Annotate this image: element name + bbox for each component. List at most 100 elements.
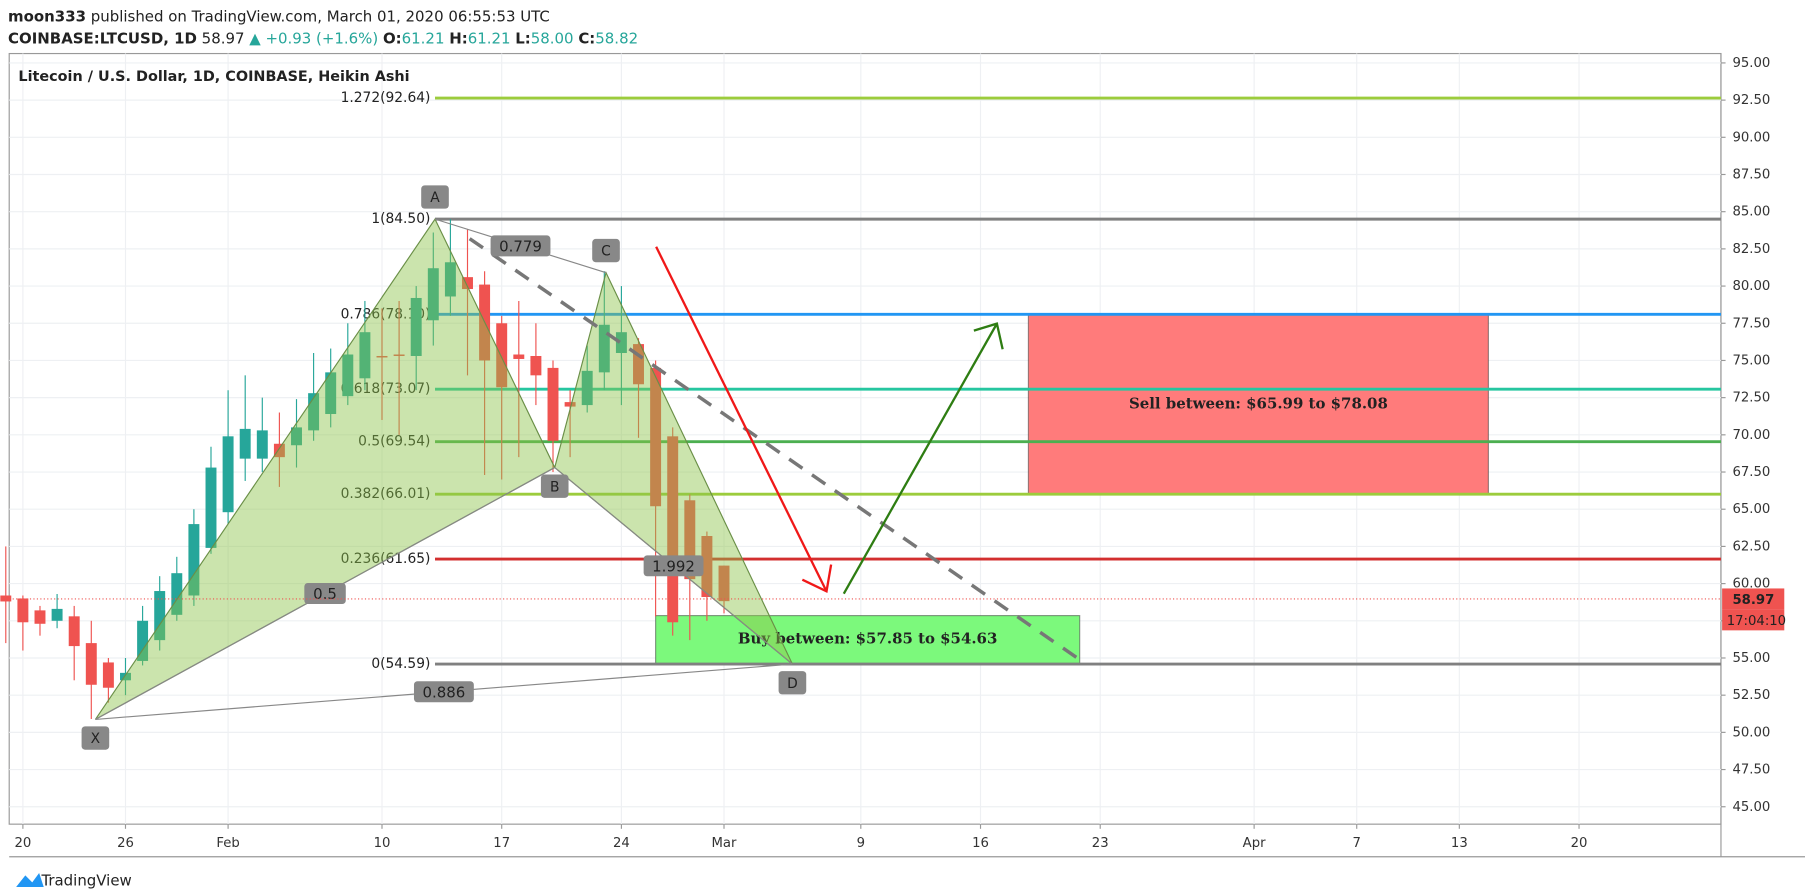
candle-body [0,595,12,602]
y-tick-label: 52.50 [1732,688,1770,703]
change: ▲ +0.93 (+1.6%) [249,29,378,47]
point-label: A [430,190,440,206]
y-tick-label: 65.00 [1732,502,1770,517]
x-tick-label: 24 [613,836,630,851]
point-box [81,726,110,750]
candle-body [359,332,371,379]
candle-body [102,662,114,688]
candle-body [427,268,439,321]
ratio-label: 0.779 [499,238,542,256]
candle-body [291,427,302,446]
candle-body [239,428,251,459]
y-tick-label: 45.00 [1732,800,1770,815]
zone [1027,314,1489,496]
header-line: moon333 published on TradingView.com, Ma… [8,7,550,25]
fib-label: 0.236(61.65) [341,551,431,567]
candle-body [137,620,149,661]
candle-body [273,443,285,458]
x-tick-label: 10 [374,836,391,851]
point-label: B [550,479,559,495]
candle-body [633,344,644,385]
ohlc-key: C: [578,29,595,47]
point-label: C [601,244,611,260]
candle-body [120,672,131,681]
point-box [778,671,807,695]
y-tick-label: 67.50 [1732,465,1770,480]
candle-body [410,297,422,356]
fib-label: 1(84.50) [371,211,430,227]
chart-title: Litecoin / U.S. Dollar, 1D, COINBASE, He… [18,69,409,85]
last-price-box [1722,588,1785,610]
arrow-head [801,564,833,594]
ratio-label: 0.886 [423,683,466,701]
point-label: D [787,676,798,692]
fib-label: 0.382(66.01) [341,486,431,502]
price: 58.97 [202,29,245,47]
x-tick-label: 9 [857,836,865,851]
point-box [421,185,449,209]
candle-body [462,277,473,290]
zone-label: Buy between: $57.85 to $54.63 [738,629,997,647]
logo [16,873,44,888]
layers: 45.0047.5050.0052.5055.0057.5060.0062.50… [0,53,1786,851]
y-tick-label: 70.00 [1732,428,1770,443]
candle-body [496,323,508,388]
candle-body [85,643,97,685]
y-tick-label: 92.50 [1732,93,1770,108]
arrow-head [973,322,1004,350]
arrow-up [842,323,998,595]
x-tick-label: 16 [972,836,989,851]
arrow-down [655,246,828,592]
x-tick-label: Mar [712,836,737,851]
y-tick-label: 47.50 [1732,763,1770,778]
ohlc-key: O: [383,29,402,47]
candle-body [581,370,593,406]
candle-body [650,367,662,507]
candle-body [342,354,354,397]
candle-body [513,354,525,359]
candle-body [376,355,388,358]
point-label: X [91,731,101,747]
candle-body [34,610,46,624]
y-tick-label: 80.00 [1732,279,1770,294]
candle-body [615,332,627,354]
ratio-label: 0.5 [313,585,337,603]
x-tick-label: 23 [1092,836,1109,851]
candle-body [684,500,696,580]
x-tick-label: 7 [1353,836,1361,851]
ratio-box [413,681,474,703]
candle-body [564,402,576,407]
y-tick-label: 82.50 [1732,242,1770,257]
candle-body [188,524,200,596]
quote-line: COINBASE:LTCUSD, 1D 58.97 ▲ +0.93 (+1.6%… [8,29,638,47]
y-tick-label: 72.50 [1732,391,1770,406]
candle-body [444,262,456,297]
y-tick-label: 90.00 [1732,130,1770,145]
candle-body [530,355,542,376]
y-tick-label: 60.00 [1732,577,1770,592]
y-tick-label: 75.00 [1732,353,1770,368]
fib-label: 0.5(69.54) [358,434,430,450]
ohlc-key: L: [515,29,531,47]
ohlc-value: 61.21 [468,29,511,47]
x-tick-label: Feb [216,836,239,851]
candle-body [51,608,63,621]
ohlc-value: 61.21 [402,29,445,47]
candle-body [308,393,320,431]
ohlc-value: 58.82 [595,29,638,47]
candle-body [171,573,183,615]
fib-label: 1.272(92.64) [341,90,431,106]
fib-label: 0(54.59) [371,656,430,672]
x-tick-label: 13 [1451,836,1468,851]
y-tick-label: 95.00 [1732,56,1770,71]
ratio-box [304,583,346,604]
candle-body [256,430,268,459]
countdown: 17:04:10 [1727,614,1786,629]
dashed-trend [468,237,1080,661]
x-tick-label: Apr [1243,836,1266,851]
candle-body [154,591,166,641]
candle-body [718,565,730,602]
point-box [592,238,620,263]
